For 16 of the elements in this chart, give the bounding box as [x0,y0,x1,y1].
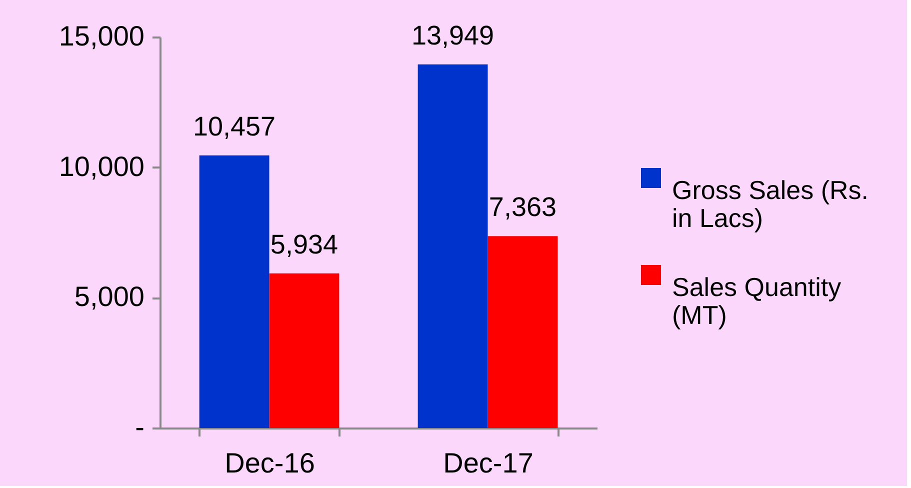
data-label: 5,934 [270,229,338,260]
data-label: 10,457 [192,111,276,142]
bar [269,273,340,428]
legend-label: Sales Quantity (MT) [672,272,842,330]
data-label: 13,949 [411,20,494,50]
data-label: 7,363 [488,192,556,222]
bar [488,236,558,428]
y-tick-label: 5,000 [74,281,144,312]
x-tick-label: Dec-16 [224,448,315,478]
y-tick-label: - [135,412,144,442]
x-tick-label: Dec-17 [443,448,534,478]
bar [418,64,488,428]
y-tick-label: 10,000 [58,150,144,182]
y-tick-label: 15,000 [58,20,144,52]
legend-label: Gross Sales (Rs. in Lacs) [672,175,868,233]
bar [199,155,270,428]
